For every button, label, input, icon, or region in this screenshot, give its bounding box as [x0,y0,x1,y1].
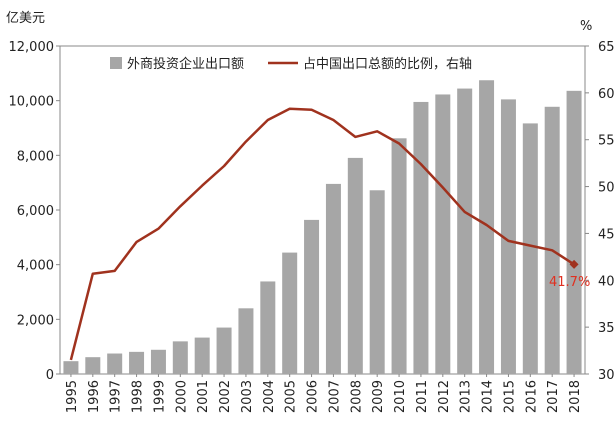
bar-series [63,80,582,375]
bar-2012 [435,94,451,374]
x-tick-label: 2010 [393,380,408,413]
legend-bar-swatch [110,57,122,69]
bar-2018 [566,90,582,375]
left-axis-unit: 亿美元 [6,11,45,26]
x-axis: 1995 1996 1997 1998 1999 2000 2001 2002 2003 2004… [65,374,583,413]
right-tick-label: 65 [598,40,614,55]
left-tick-label: 10,000 [9,95,55,110]
x-tick-label: 2013 [459,380,474,413]
bar-2002 [216,327,232,374]
legend-line-label: 占中国出口总额的比例，右轴 [303,56,472,72]
x-tick-label: 1999 [152,380,167,413]
bar-2009 [369,190,385,374]
bar-2001 [194,337,210,374]
bar-2005 [282,252,298,374]
legend-bar-label: 外商投资企业出口额 [127,56,244,72]
bar-2011 [413,101,429,375]
x-tick-label: 2015 [502,380,517,413]
x-tick-label: 2009 [371,380,386,413]
right-tick-label: 55 [598,134,614,149]
line-series [69,107,579,361]
bar-2013 [457,88,473,375]
share-line [69,107,575,361]
x-tick-label: 1998 [131,380,146,413]
bar-2010 [391,138,407,374]
x-tick-label: 2002 [218,380,233,413]
bar-2015 [500,99,516,374]
x-tick-label: 1997 [109,380,124,413]
right-tick-label: 60 [598,87,614,102]
x-tick-label: 2003 [240,380,255,413]
x-tick-label: 2018 [568,380,583,413]
bar-2000 [172,341,188,374]
x-tick-label: 1995 [65,380,80,413]
x-tick-label: 2000 [174,380,189,413]
bar-2006 [304,219,320,374]
x-tick-label: 2007 [327,380,342,413]
right-axis-unit: % [580,19,592,34]
left-tick-label: 8,000 [17,149,54,164]
x-tick-label: 2012 [437,380,452,413]
right-tick-label: 30 [598,368,614,383]
bar-2014 [479,80,495,375]
x-tick-label: 2005 [284,380,299,413]
x-tick-label: 2016 [524,380,539,413]
left-axis: 0 2,000 4,000 6,000 8,000 10,000 12,000 [9,40,60,383]
right-tick-label: 35 [598,321,614,336]
x-tick-label: 2001 [196,380,211,413]
left-tick-label: 2,000 [17,313,54,328]
right-tick-label: 45 [598,227,614,242]
last-point-marker [569,259,579,269]
bar-1998 [129,351,145,374]
x-tick-label: 2014 [481,380,496,413]
right-axis: 30 35 40 45 50 55 60 65 [585,40,614,383]
bar-2004 [260,281,276,374]
bar-1996 [85,357,101,374]
x-tick-label: 2017 [546,380,561,413]
bar-2016 [522,123,538,375]
bar-2017 [544,106,560,374]
right-tick-label: 50 [598,181,614,196]
bar-2008 [347,157,363,374]
left-tick-label: 6,000 [17,204,54,219]
x-tick-label: 2006 [306,380,321,413]
bar-1999 [150,349,166,374]
bar-1995 [63,361,79,374]
bar-1997 [107,353,123,374]
x-tick-label: 1996 [87,380,102,413]
x-tick-label: 2008 [349,380,364,413]
bar-2003 [238,308,254,374]
legend: 外商投资企业出口额 占中国出口总额的比例，右轴 [110,56,472,72]
last-value-annotation: 41.7% [549,275,590,290]
left-tick-label: 4,000 [17,259,54,274]
x-tick-label: 2004 [262,380,277,413]
left-tick-label: 0 [46,368,54,383]
bar-2007 [325,183,341,374]
left-tick-label: 12,000 [9,40,55,55]
right-tick-label: 40 [598,274,614,289]
x-tick-label: 2011 [415,380,430,413]
